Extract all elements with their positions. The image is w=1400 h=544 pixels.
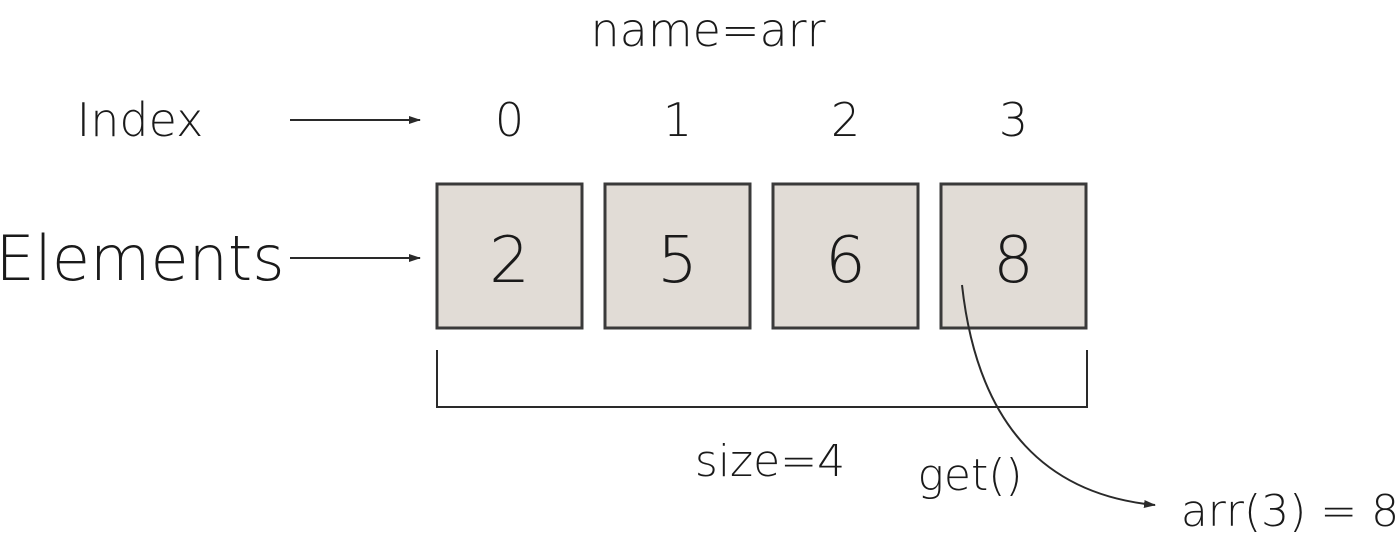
size-label: size=4 — [695, 436, 845, 487]
array-cell-value-3: 8 — [993, 224, 1034, 298]
get-curve-arrow — [961, 284, 1156, 508]
elements-row-label: Elements — [0, 222, 285, 295]
array-cell-1: 5 — [603, 182, 752, 330]
array-cell-2: 6 — [771, 182, 920, 330]
index-label-3: 3 — [999, 93, 1028, 147]
get-result-label: arr(3) = 8 — [1181, 486, 1399, 537]
index-label-1: 1 — [663, 93, 692, 147]
get-method-label: get() — [917, 450, 1022, 501]
array-cell-value-0: 2 — [489, 224, 530, 298]
array-cell-value-2: 6 — [825, 224, 866, 298]
index-row-label: Index — [77, 93, 204, 147]
array-cell-box-0 — [435, 182, 584, 330]
index-label-2: 2 — [831, 93, 860, 147]
index-label-0: 0 — [495, 93, 524, 147]
size-bracket — [436, 350, 1088, 408]
array-name-label: name=arr — [590, 3, 825, 57]
array-cell-box-2 — [771, 182, 920, 330]
array-cell-3: 8 — [939, 182, 1088, 330]
array-cells: 2 5 6 8 — [435, 182, 1088, 330]
index-labels: 0 1 2 3 — [495, 93, 1028, 147]
array-cell-0: 2 — [435, 182, 584, 330]
array-cell-value-1: 5 — [657, 224, 698, 298]
array-cell-box-1 — [603, 182, 752, 330]
